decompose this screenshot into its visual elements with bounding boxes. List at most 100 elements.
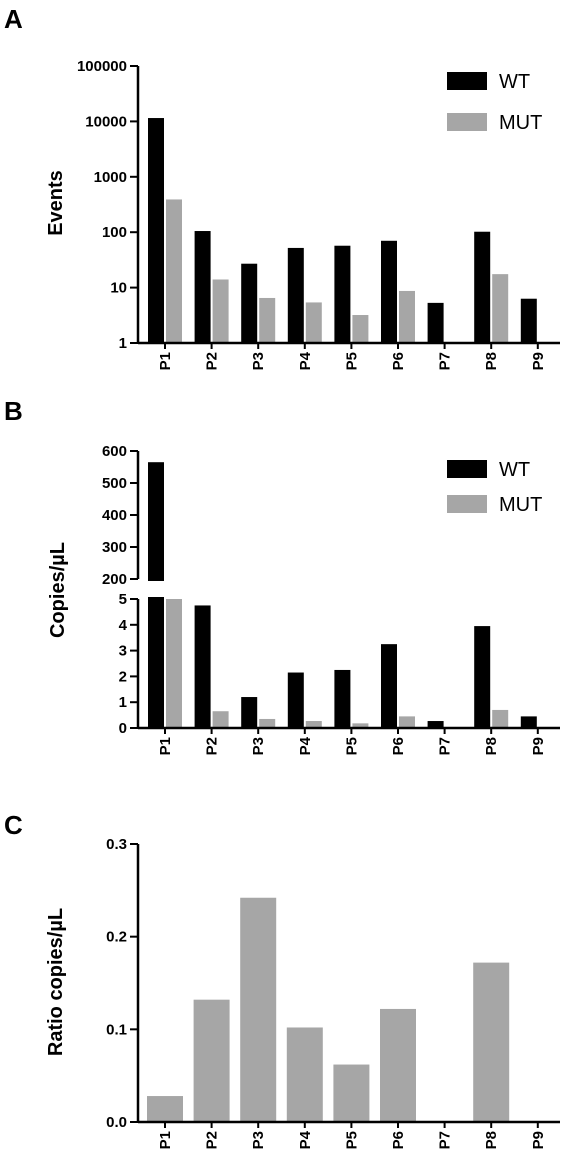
panel-c-y-tick-label: 0.2 (106, 929, 127, 946)
panel-b-bar-wt (334, 669, 351, 728)
panel-b-x-tick-label: P2 (204, 737, 221, 755)
panel-b-bar-wt (194, 605, 211, 728)
panel-c-x-tick-label: P8 (483, 1131, 500, 1149)
panel-a-x-tick-label: P6 (390, 352, 407, 370)
panel-c-x-tick-label: P2 (204, 1131, 221, 1149)
panel-c-x-tick-label: P7 (437, 1131, 454, 1149)
panel-a-x-tick-label: P7 (437, 352, 454, 370)
panel-b-bar-mut (259, 718, 276, 728)
panel-a-bar-mut (305, 302, 322, 343)
panel-a-bar-mut (492, 274, 509, 343)
panel-b-bar-wt (427, 721, 444, 728)
panel-c-x-tick-label: P1 (157, 1131, 174, 1149)
panel-c-x-tick-label: P4 (297, 1130, 314, 1149)
panel-b-bar-wt (520, 716, 537, 728)
panel-c-chart: 0.0 0.1 0.2 0.3 P1 P2 P3 P4 P5 P6 P7 P8 P9 (106, 836, 560, 1149)
panel-a-bar-mut (212, 279, 229, 343)
panel-a-bar-wt (334, 245, 351, 343)
panel-letter-c: C (4, 810, 23, 840)
panel-b-x-tick-label: P7 (437, 737, 454, 755)
panel-c-bar (473, 962, 510, 1122)
panel-b-bar-mut (399, 716, 415, 728)
panel-b-bar-mut (305, 721, 322, 728)
panel-a-y-tick-label: 10 (110, 280, 127, 297)
panel-c-bar (240, 897, 277, 1122)
panel-b-y-tick-label: 0 (119, 720, 127, 737)
panel-a-legend-label-mut: MUT (499, 112, 542, 134)
panel-a-bar-wt (427, 302, 444, 343)
panel-b-y-tick-label: 3 (119, 643, 127, 660)
panel-c-bar (286, 1027, 323, 1122)
panel-b-x-tick-label: P6 (390, 737, 407, 755)
panel-b-x-tick-label: P8 (483, 737, 500, 755)
panel-a-bar-mut (259, 297, 276, 343)
panel-a-y-axis-title: Events (45, 170, 67, 236)
panel-a-y-tick-label: 100000 (77, 58, 127, 75)
panel-b-y-tick-label: 300 (102, 539, 127, 556)
panel-b-bar-mut (166, 599, 182, 728)
panel-a-bar-wt (520, 298, 537, 343)
panel-b-bar-wt (381, 644, 397, 728)
panel-a-bar-wt (381, 240, 397, 343)
panel-c-x-tick-label: P5 (343, 1131, 360, 1149)
panel-b-legend-swatch-wt (447, 460, 487, 478)
panel-b-bar-wt (287, 672, 304, 728)
panel-a-x-tick-label: P5 (343, 352, 360, 370)
panel-a-x-tick-label: P2 (204, 352, 221, 370)
panel-b-y-tick-label: 2 (119, 668, 127, 685)
panel-b-bar-wt (474, 626, 491, 728)
panel-letter-a: A (4, 4, 23, 34)
panel-c-y-axis-title: Ratio copies/µL (45, 908, 67, 1056)
panel-b-bar-mut (492, 709, 509, 728)
panel-b-bar-mut (212, 711, 229, 728)
panel-b-x-tick-label: P5 (343, 737, 360, 755)
panel-a-y-tick-label: 100 (102, 224, 127, 241)
panel-a-x-tick-label: P3 (250, 352, 267, 370)
panel-b-y-axis-title: Copies/µL (47, 542, 69, 638)
panel-a-x-tick-label: P8 (483, 352, 500, 370)
panel-b-x-tick-label: P4 (297, 736, 314, 755)
panel-b-axis-break (128, 581, 188, 597)
panel-c-y-tick-label: 0.1 (106, 1021, 127, 1038)
panel-b-y-tick-label: 1 (119, 694, 127, 711)
panel-c-x-tick-label: P3 (250, 1131, 267, 1149)
panel-a-x-tick-label: P1 (157, 352, 174, 370)
panel-c-y-tick-label: 0.3 (106, 836, 127, 853)
panel-c-x-tick-label: P6 (390, 1131, 407, 1149)
panel-b-bar-mut (352, 723, 369, 728)
panel-a-x-tick-label: P4 (297, 351, 314, 370)
panel-b-y-tick-label: 500 (102, 475, 127, 492)
panel-a-bar-mut (399, 290, 415, 343)
panel-a-y-tick-label: 1000 (94, 169, 127, 186)
panel-a-x-tick-label: P9 (530, 352, 547, 370)
panel-b-legend-label-wt: WT (499, 459, 530, 481)
panel-b-y-tick-label: 400 (102, 507, 127, 524)
panel-b-y-tick-label: 600 (102, 443, 127, 460)
panel-b-x-tick-label: P9 (530, 737, 547, 755)
panel-b-x-tick-label: P1 (157, 737, 174, 755)
panel-b-y-tick-label: 4 (119, 617, 128, 634)
panel-a-chart: 1 10 100 1000 10000 100000 P1 P2 P3 P4 P5 P6 P7 P8 P9 W… (77, 58, 560, 370)
panel-a-bar-mut (166, 199, 182, 343)
panel-c-y-tick-label: 0.0 (106, 1114, 127, 1131)
panel-a-y-tick-label: 1 (119, 335, 127, 352)
panel-a-bar-wt (194, 231, 211, 343)
panel-a-legend-swatch-mut (447, 113, 487, 131)
panel-c-bar (380, 1008, 416, 1122)
panel-a-bar-wt (474, 231, 491, 343)
panel-letter-b: B (4, 396, 23, 426)
panel-c-x-tick-label: P9 (530, 1131, 547, 1149)
panel-b-y-tick-label: 200 (102, 571, 127, 588)
panel-a-bar-mut (352, 315, 369, 343)
panel-b-legend-swatch-mut (447, 495, 487, 513)
panel-b-chart: 0 1 2 3 4 5 200 300 400 500 600 P1 P2 P3 P4 P5 P6 P7 P8 P9 W… (102, 443, 560, 755)
panel-b-legend-label-mut: MUT (499, 494, 542, 516)
panel-a-bar-wt (287, 247, 304, 343)
panel-a-bar-wt (148, 118, 164, 343)
panel-c-bar (333, 1064, 370, 1122)
panel-a-legend-swatch-wt (447, 72, 487, 90)
panel-a-legend-label-wt: WT (499, 71, 530, 93)
panel-b-y-tick-label: 5 (119, 591, 127, 608)
panel-b-x-tick-label: P3 (250, 737, 267, 755)
